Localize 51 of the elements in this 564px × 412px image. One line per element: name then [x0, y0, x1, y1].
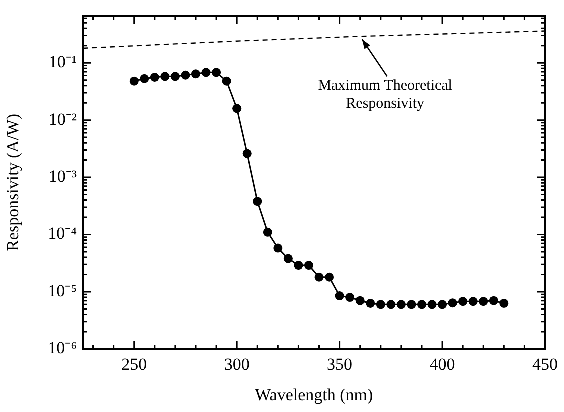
point	[500, 298, 509, 308]
point	[489, 296, 498, 306]
x-tick-label: 300	[224, 354, 250, 374]
point	[150, 73, 160, 82]
point	[160, 72, 170, 82]
point	[284, 254, 293, 264]
y-tick-label: 10⁻⁴	[48, 224, 78, 244]
point	[130, 76, 139, 86]
point	[140, 74, 150, 84]
point	[386, 300, 396, 310]
point	[232, 104, 242, 114]
x-tick-label: 350	[327, 354, 353, 374]
y-tick-label: 10⁻⁵	[48, 281, 78, 300]
point	[181, 70, 190, 80]
y-tick-label: 10⁻³	[48, 167, 77, 186]
point	[438, 300, 448, 310]
y-tick-label: 10⁻²	[48, 110, 77, 129]
y-axis-title: Responsivity (A/W)	[4, 114, 23, 252]
point	[376, 300, 386, 310]
point	[242, 149, 252, 158]
point	[170, 72, 180, 82]
x-tick-label: 400	[430, 354, 456, 374]
point	[253, 197, 262, 206]
x-axis-title: Wavelength (nm)	[255, 385, 374, 404]
point	[479, 297, 488, 306]
y-tick-label: 10⁻⁶	[48, 338, 78, 358]
point	[356, 296, 365, 306]
annotation: Maximum Theoretical Responsivity	[318, 78, 452, 112]
point	[335, 292, 344, 301]
point	[428, 300, 437, 310]
point	[468, 297, 478, 306]
point	[274, 244, 283, 253]
y-tick-label: 10⁻¹	[48, 52, 77, 72]
point	[396, 300, 406, 310]
point	[222, 76, 232, 86]
point	[448, 298, 458, 308]
point	[407, 300, 416, 310]
point	[314, 272, 324, 282]
point	[294, 261, 304, 270]
x-tick-label: 250	[122, 354, 148, 374]
point	[325, 272, 334, 282]
point	[191, 70, 200, 79]
point	[366, 298, 376, 308]
point	[417, 300, 426, 310]
point	[212, 68, 222, 78]
point	[346, 293, 355, 302]
x-tick-label: 450	[532, 354, 558, 374]
point	[263, 228, 272, 237]
point	[304, 261, 314, 270]
point	[458, 297, 468, 306]
point	[202, 68, 211, 78]
